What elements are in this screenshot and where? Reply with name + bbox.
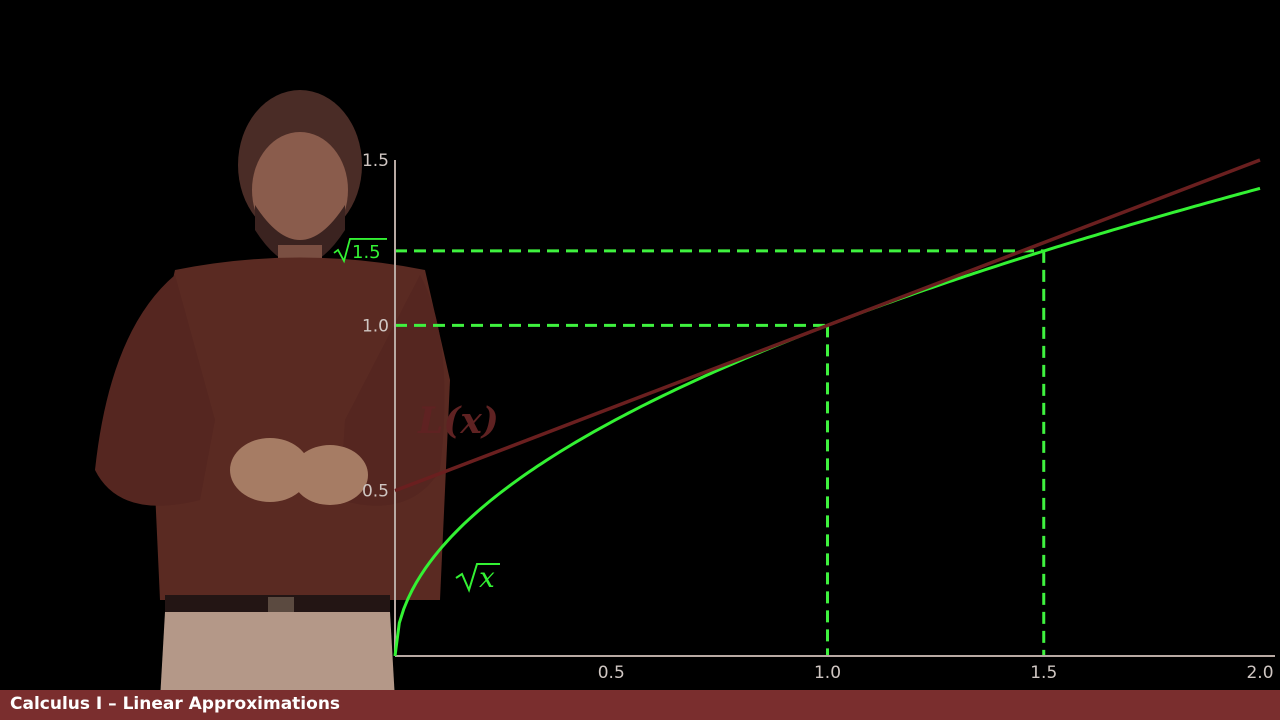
y-tick-label: 0.5 [362, 482, 389, 502]
radical-sign-icon [333, 238, 387, 264]
linear-approximation-line [394, 158, 1261, 493]
x-tick-label: 0.5 [598, 663, 625, 683]
linear-curve-label: L(x) [417, 400, 499, 442]
presenter-trousers [160, 612, 395, 700]
y-tick-label: 1.0 [362, 316, 389, 336]
x-tick-label: 1.5 [1030, 663, 1057, 683]
footer-bar: Calculus I – Linear Approximations [0, 690, 1280, 720]
radical-sign-icon [455, 563, 500, 593]
presenter-shirt [150, 257, 450, 600]
footer-title: Calculus I – Linear Approximations [10, 694, 341, 714]
sqrt-1-5-label: 1.5 [352, 242, 381, 263]
x-tick-label: 2.0 [1246, 663, 1273, 683]
x-tick-label: 1.0 [814, 663, 841, 683]
y-tick-label: 1.5 [362, 151, 389, 171]
sqrt-curve-label: x [479, 561, 495, 594]
